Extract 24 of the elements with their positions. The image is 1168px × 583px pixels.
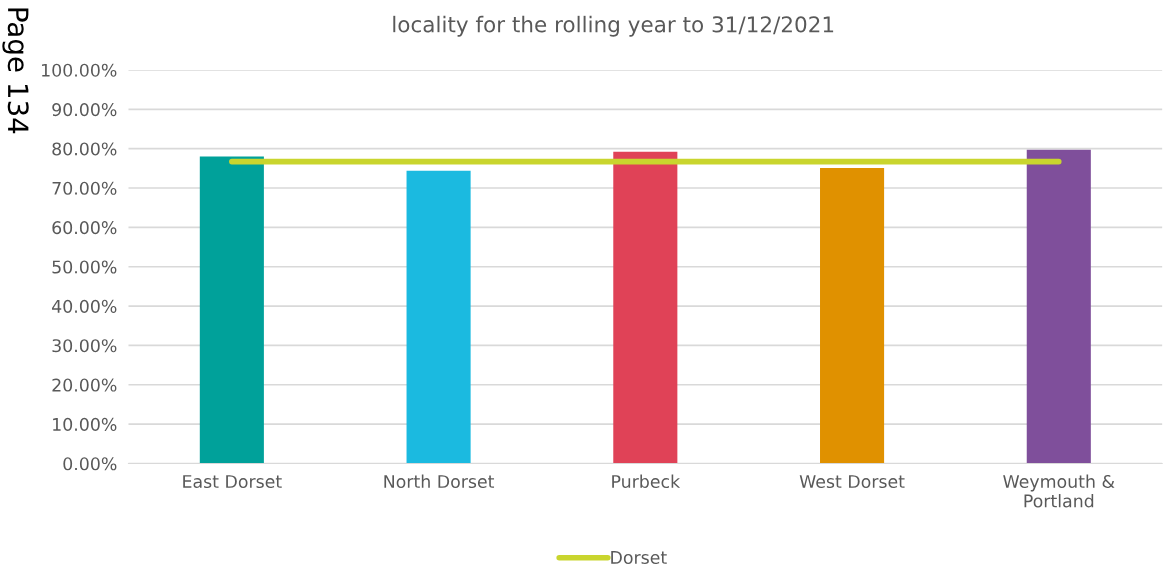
y-tick-label: 80.00% <box>52 142 117 156</box>
y-tick-label: 90.00% <box>52 103 117 117</box>
chart-title: locality for the rolling year to 31/12/2021 <box>393 15 834 37</box>
text: Page 134 <box>2 8 29 134</box>
y-tick-label: 0.00% <box>63 457 117 471</box>
bar <box>406 170 471 464</box>
y-tick-label: 20.00% <box>52 378 117 392</box>
x-tick-label: West Dorset <box>799 475 905 489</box>
x-tick-label: Purbeck <box>612 474 681 489</box>
bar <box>199 156 264 464</box>
x-tick-label: East Dorset <box>183 475 282 489</box>
y-tick-label: 40.00% <box>52 299 117 313</box>
y-tick-label: 50.00% <box>52 260 117 274</box>
y-tick-label: 10.00% <box>53 417 117 431</box>
legend-label: Dorset <box>611 551 667 565</box>
y-tick-label: 100.00% <box>42 63 117 77</box>
bar <box>1026 149 1091 464</box>
bar <box>613 151 678 464</box>
y-tick-label: 70.00% <box>52 181 117 195</box>
bar <box>820 167 885 464</box>
x-tick-label: North Dorset <box>384 474 495 489</box>
x-tick-label: Weymouth & Portland <box>1003 474 1115 508</box>
y-tick-label: 60.00% <box>52 221 117 235</box>
y-tick-label: 30.00% <box>52 339 117 353</box>
